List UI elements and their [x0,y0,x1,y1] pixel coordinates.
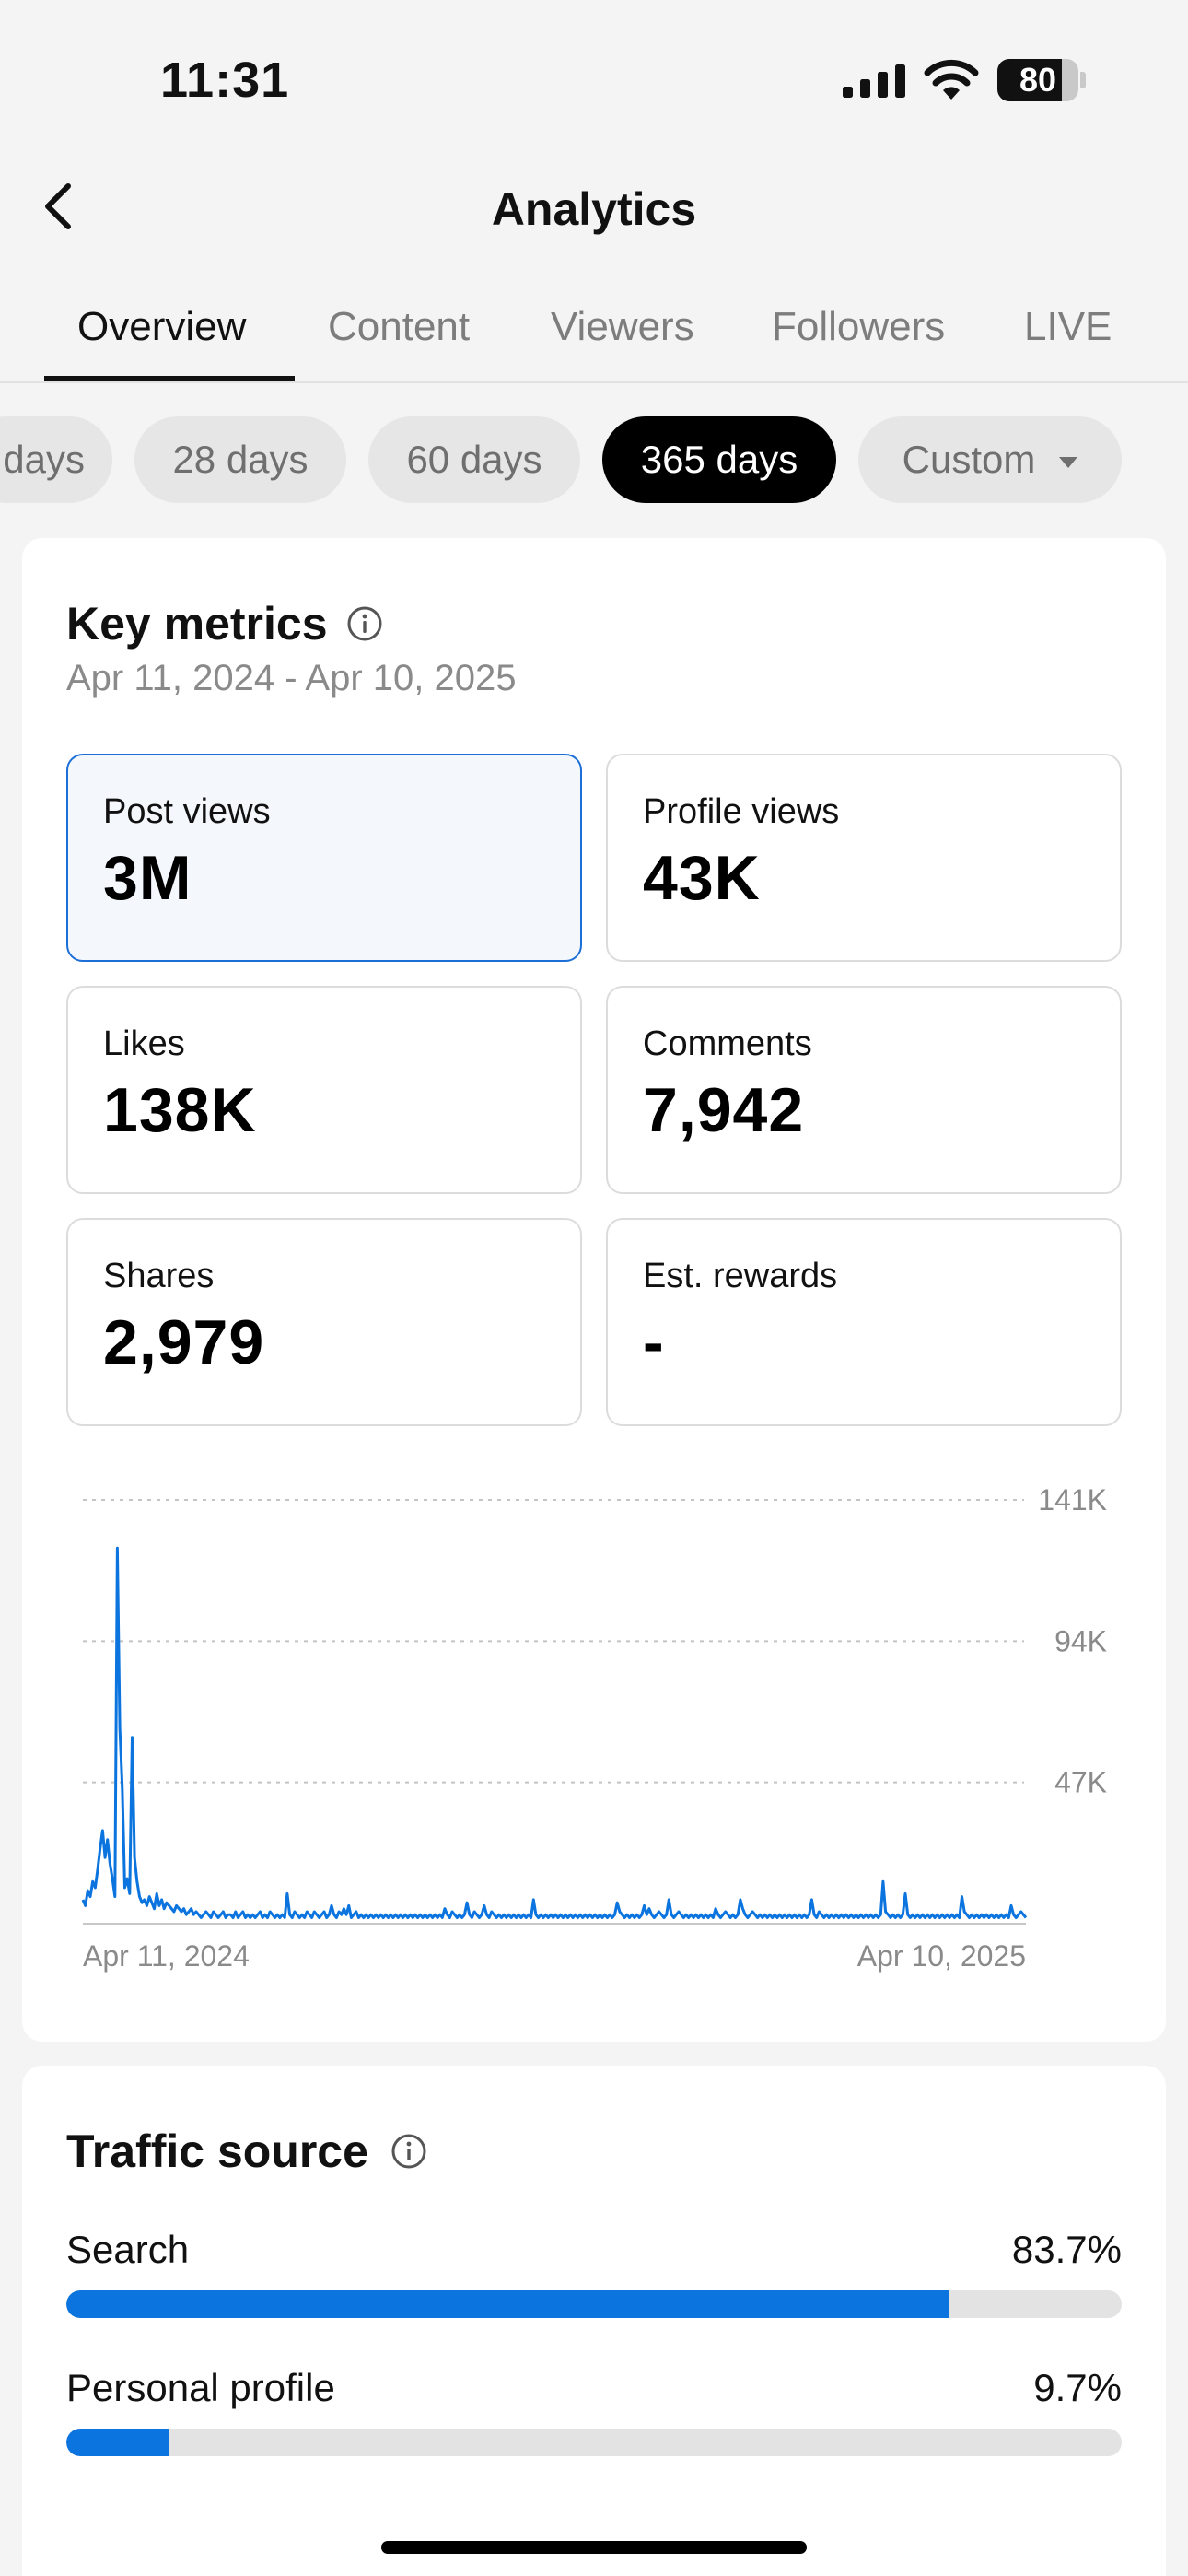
tab-content[interactable]: Content [328,304,471,349]
metric-value: 138K [103,1075,257,1145]
traffic-source-bar [66,2429,1122,2456]
metric-card-profile-views[interactable]: Profile views 43K [606,754,1122,962]
x-axis-label-start: Apr 11, 2024 [83,1939,250,1973]
metric-label: Post views [103,792,271,831]
traffic-source-label: Search [66,2228,190,2271]
traffic-source-label: Personal profile [66,2366,335,2409]
metric-label: Shares [103,1257,215,1295]
period-chip-7-days[interactable]: 7 days [0,416,112,503]
page-title: Analytics [491,183,697,235]
status-time: 11:31 [160,53,290,108]
period-chip-60-days[interactable]: 60 days [368,416,580,503]
metric-label: Profile views [643,792,840,831]
metric-value: 7,942 [643,1075,805,1145]
traffic-source-percent: 9.7% [1033,2366,1122,2409]
tab-live[interactable]: LIVE [1024,304,1112,349]
period-chip-custom[interactable]: Custom [858,416,1122,503]
metric-card-post-views[interactable]: Post views 3M [66,754,582,962]
metric-label: Est. rewards [643,1257,838,1295]
metric-label: Comments [643,1025,812,1063]
home-indicator[interactable] [381,2541,807,2554]
y-axis-tick-label: 141K [1038,1483,1107,1516]
status-bar: 11:31 80 [0,0,1188,157]
cellular-signal-icon [843,64,905,98]
tab-viewers[interactable]: Viewers [551,304,694,349]
traffic-source-card: Traffic source Search 83.7% Personal pro… [22,2066,1166,2576]
traffic-source-title: Traffic source [66,2125,368,2177]
period-chip-365-days[interactable]: 365 days [602,416,836,503]
metric-value: 43K [643,843,761,913]
period-chip-28-days[interactable]: 28 days [134,416,346,503]
traffic-source-percent: 83.7% [1011,2228,1122,2271]
traffic-source-bar-fill [66,2429,169,2456]
battery-icon: 80 [997,59,1086,101]
tab-followers[interactable]: Followers [772,304,946,349]
caret-down-icon [1059,456,1078,468]
post-views-series-line [81,1546,1028,1919]
analytics-tabs: Overview Content Viewers Followers LIVE [0,293,1188,383]
period-selector: 7 days 28 days 60 days 365 days Custom [0,416,1188,505]
x-axis-label-end: Apr 10, 2025 [857,1939,1026,1973]
traffic-source-bar [66,2290,1122,2318]
wifi-icon [924,59,979,100]
back-button[interactable] [31,177,90,236]
period-chip-custom-label: Custom [902,438,1036,481]
info-icon[interactable] [390,2133,427,2170]
metric-label: Likes [103,1025,185,1063]
tab-overview[interactable]: Overview [77,304,247,349]
key-metrics-title: Key metrics [66,598,328,650]
metric-value: 2,979 [103,1307,265,1377]
y-axis-tick-label: 47K [1054,1766,1107,1799]
metric-card-shares[interactable]: Shares 2,979 [66,1218,582,1426]
metric-card-comments[interactable]: Comments 7,942 [606,986,1122,1194]
metric-card-likes[interactable]: Likes 138K [66,986,582,1194]
period-chip-7-days-label: 7 days [0,438,85,481]
battery-level: 80 [1019,61,1057,99]
key-metrics-card: Key metrics Apr 11, 2024 - Apr 10, 2025 … [22,538,1166,2042]
traffic-source-bar-fill [66,2290,950,2318]
metric-card-est-rewards[interactable]: Est. rewards - [606,1218,1122,1426]
info-icon[interactable] [346,605,383,642]
y-axis-tick-label: 94K [1054,1624,1107,1657]
date-range: Apr 11, 2024 - Apr 10, 2025 [66,658,517,698]
active-tab-indicator [44,376,295,381]
metric-value: 3M [103,843,192,913]
metric-value: - [643,1307,665,1377]
